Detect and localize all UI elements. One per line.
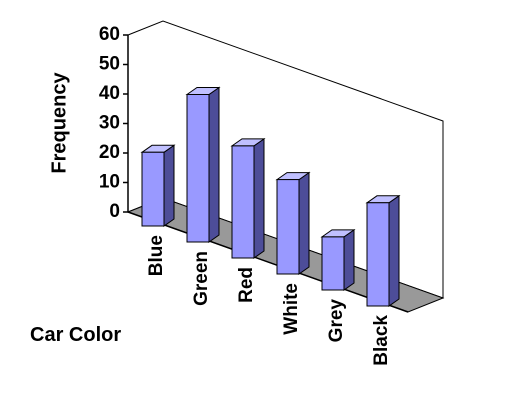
y-tick-label: 60 xyxy=(99,24,120,45)
bars xyxy=(140,86,401,307)
bar-grey xyxy=(320,228,356,291)
y-tick-label: 40 xyxy=(99,83,120,104)
bar-front xyxy=(141,151,165,227)
bar-side xyxy=(343,228,355,291)
bar-front xyxy=(186,94,210,243)
category-label: Grey xyxy=(326,299,347,343)
bar-front xyxy=(276,179,300,275)
category-label: Green xyxy=(191,251,212,306)
y-tick-label: 30 xyxy=(99,113,120,134)
category-label: Black xyxy=(371,315,392,366)
y-tick-label: 50 xyxy=(99,54,120,75)
x-axis-line xyxy=(127,211,409,313)
y-axis: 0 10 20 30 40 50 60 xyxy=(99,24,409,313)
bar-side xyxy=(298,171,310,275)
bar-blue xyxy=(140,144,176,227)
y-axis-title: Frequency xyxy=(48,72,70,174)
x-axis-title: Car Color xyxy=(30,324,121,346)
category-labels: Blue Green Red White Grey Black xyxy=(146,235,392,366)
bar-side xyxy=(253,137,265,259)
bar-black xyxy=(365,194,401,307)
category-label: White xyxy=(281,283,302,335)
bar-side xyxy=(163,144,175,227)
bar-front xyxy=(231,145,255,259)
category-label: Blue xyxy=(146,235,167,276)
bar-front xyxy=(321,236,345,291)
y-tick-label: 10 xyxy=(99,172,120,193)
category-label: Red xyxy=(236,267,257,303)
bar-red xyxy=(230,137,266,259)
bar-white xyxy=(275,171,311,275)
bar-front xyxy=(366,202,390,307)
bar-side xyxy=(208,86,220,243)
bar-green xyxy=(185,86,221,243)
y-tick-label: 0 xyxy=(109,201,120,222)
y-tick-label: 20 xyxy=(99,142,120,163)
bar-side xyxy=(388,194,400,307)
